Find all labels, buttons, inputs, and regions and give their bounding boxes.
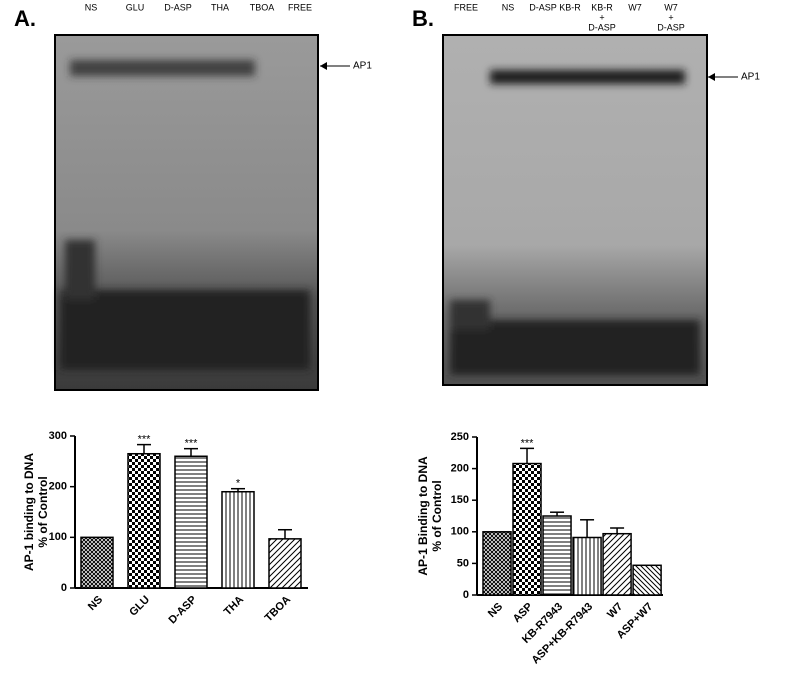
arrow-head: [320, 62, 327, 70]
band-label: AP1: [353, 61, 372, 72]
arrow-head: [708, 73, 715, 81]
y-tick-label: 50: [457, 557, 469, 569]
band-label: AP1: [741, 72, 760, 83]
bar: [602, 532, 632, 596]
bar: [80, 536, 114, 589]
bar: [572, 536, 602, 596]
lane-label: +: [599, 12, 604, 22]
y-tick-label: 100: [49, 531, 67, 543]
x-tick-label: W7: [605, 601, 625, 621]
y-axis-label: AP-1 Binding to DNA: [416, 456, 430, 576]
y-axis-label: % of Control: [36, 476, 50, 547]
lane-label: D-ASP: [657, 22, 685, 32]
bar: [268, 538, 302, 589]
lane-label: D-ASP: [164, 2, 192, 12]
y-tick-label: 200: [49, 481, 67, 493]
bar: [221, 490, 255, 589]
y-axis-label: % of Control: [430, 480, 444, 551]
bar: [512, 462, 542, 596]
gel-bands: [60, 60, 310, 370]
significance-label: ***: [521, 437, 535, 449]
bar: [127, 452, 161, 589]
lane-label: D-ASP: [529, 2, 557, 12]
lane-label: KB-R: [559, 2, 581, 12]
panel-label: B.: [412, 6, 434, 31]
y-tick-label: 0: [61, 582, 67, 594]
y-tick-label: 250: [451, 431, 469, 443]
bar: [632, 564, 662, 596]
lane-label: TBOA: [250, 2, 275, 12]
lane-label: +: [668, 12, 673, 22]
lane-label: D-ASP: [588, 22, 616, 32]
x-tick-label: TBOA: [263, 594, 294, 625]
x-tick-label: NS: [486, 601, 505, 620]
significance-label: ***: [185, 438, 199, 450]
lane-label: THA: [211, 2, 229, 12]
lane-label: GLU: [126, 2, 145, 12]
bar: [482, 531, 512, 596]
y-tick-label: 0: [463, 589, 469, 601]
panel-label: A.: [14, 6, 36, 31]
lane-label: NS: [502, 2, 515, 12]
x-tick-label: D-ASP: [166, 594, 199, 627]
x-tick-label: THA: [222, 594, 247, 619]
significance-label: *: [236, 478, 241, 490]
bar: [542, 515, 572, 596]
lane-label: FREE: [454, 2, 478, 12]
y-axis-label: AP-1 binding to DNA: [22, 453, 36, 571]
y-tick-label: 150: [451, 494, 469, 506]
y-tick-label: 300: [49, 430, 67, 442]
lane-label: FREE: [288, 2, 312, 12]
lane-label: W7: [628, 2, 642, 12]
x-tick-label: GLU: [127, 594, 152, 619]
lane-label: W7: [664, 2, 678, 12]
gel-bands: [450, 70, 700, 375]
y-tick-label: 200: [451, 463, 469, 475]
x-tick-label: NS: [86, 594, 105, 613]
lane-label: KB-R: [591, 2, 613, 12]
y-tick-label: 100: [451, 526, 469, 538]
lane-label: NS: [85, 2, 98, 12]
x-tick-label: ASP: [511, 601, 535, 625]
significance-label: ***: [138, 434, 152, 446]
bar: [174, 455, 208, 589]
